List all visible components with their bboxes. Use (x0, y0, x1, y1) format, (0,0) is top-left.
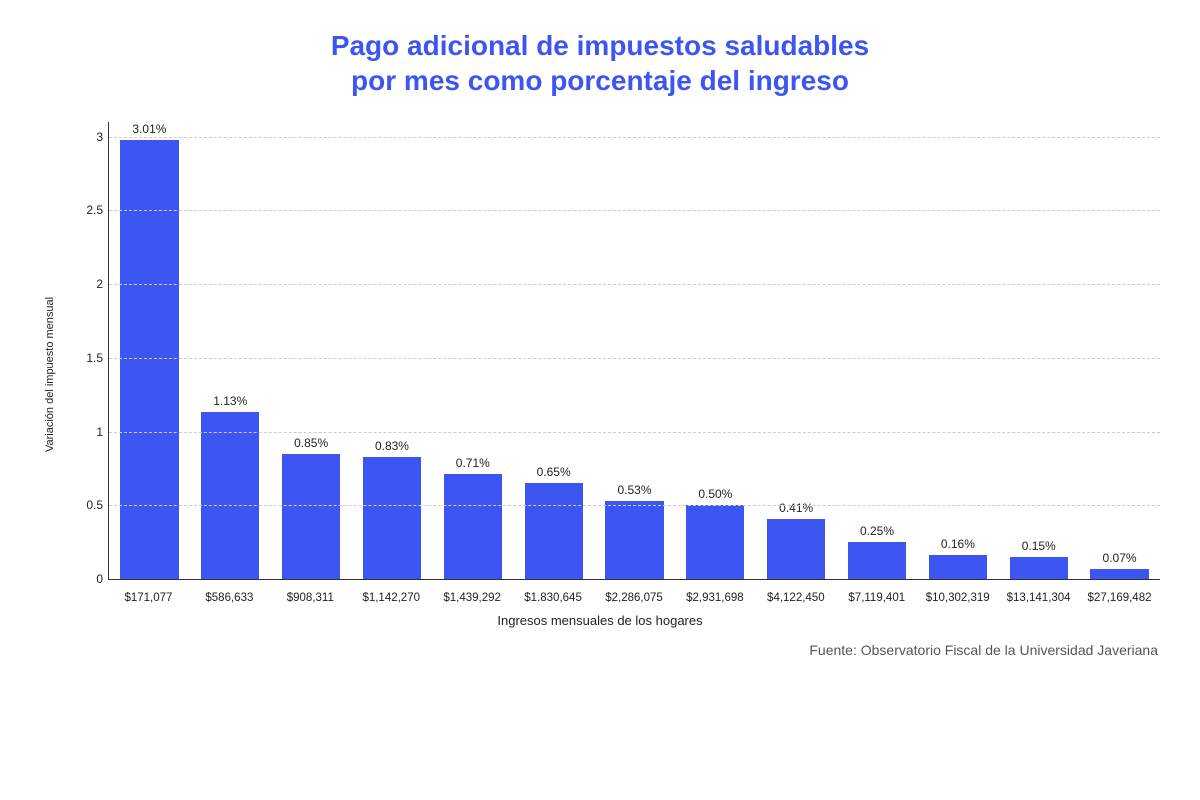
bar (929, 555, 987, 579)
x-tick-label: $1.830,645 (513, 592, 594, 604)
chart-title-line1: Pago adicional de impuestos saludables (331, 30, 869, 61)
y-tick-label: 2.5 (71, 203, 103, 217)
bar (767, 519, 825, 579)
x-tick-label: $7,119,401 (836, 592, 917, 604)
bar-value-label: 0.16% (941, 537, 975, 551)
bar (363, 457, 421, 579)
bar (1090, 569, 1148, 579)
gridline (109, 505, 1160, 506)
bar-value-label: 0.65% (537, 465, 571, 479)
chart-title: Pago adicional de impuestos saludables p… (36, 28, 1164, 98)
bar (201, 412, 259, 579)
gridline (109, 284, 1160, 285)
bar (848, 542, 906, 579)
x-tick-label: $1,439,292 (432, 592, 513, 604)
x-tick-label: $27,169,482 (1079, 592, 1160, 604)
chart-page: Pago adicional de impuestos saludables p… (0, 0, 1200, 800)
bar (686, 505, 744, 579)
x-tick-label: $171,077 (108, 592, 189, 604)
x-tick-label: $1,142,270 (351, 592, 432, 604)
y-tick-label: 1 (71, 425, 103, 439)
bar (120, 140, 178, 579)
bar-value-label: 3.01% (132, 122, 166, 136)
bar-column: 0.50% (675, 122, 756, 579)
bar-value-label: 0.07% (1103, 551, 1137, 565)
bar-value-label: 0.71% (456, 456, 490, 470)
bar (525, 483, 583, 579)
bar-value-label: 1.13% (213, 394, 247, 408)
gridline (109, 137, 1160, 138)
chart-title-line2: por mes como porcentaje del ingreso (351, 65, 849, 96)
x-tick-labels: $171,077$586,633$908,311$1,142,270$1,439… (108, 592, 1160, 604)
bar-column: 3.01% (109, 122, 190, 579)
gridline (109, 432, 1160, 433)
bar-column: 0.25% (837, 122, 918, 579)
y-axis-label: Variación del impuesto mensual (44, 297, 56, 452)
bars-container: 3.01% 1.13% 0.85% 0.83% 0.71% 0.65% 0.53% 0.50%… (109, 122, 1160, 579)
bar-column: 0.71% (432, 122, 513, 579)
x-tick-label: $2,286,075 (594, 592, 675, 604)
bar-value-label: 0.25% (860, 524, 894, 538)
bar-value-label: 0.15% (1022, 539, 1056, 553)
x-tick-label: $13,141,304 (998, 592, 1079, 604)
bar-column: 1.13% (190, 122, 271, 579)
bar-value-label: 0.53% (617, 483, 651, 497)
y-tick-label: 0.5 (71, 498, 103, 512)
chart-source: Fuente: Observatorio Fiscal de la Univer… (809, 642, 1158, 658)
bar-column: 0.85% (271, 122, 352, 579)
y-tick-label: 3 (71, 130, 103, 144)
x-tick-label: $908,311 (270, 592, 351, 604)
x-tick-label: $4,122,450 (755, 592, 836, 604)
plot-area: 3.01% 1.13% 0.85% 0.83% 0.71% 0.65% 0.53% 0.50%… (108, 122, 1160, 580)
gridline (109, 358, 1160, 359)
bar-column: 0.83% (352, 122, 433, 579)
bar-value-label: 0.85% (294, 436, 328, 450)
bar (444, 474, 502, 579)
bar-value-label: 0.41% (779, 501, 813, 515)
bar-column: 0.41% (756, 122, 837, 579)
bar (282, 454, 340, 579)
bar (1010, 557, 1068, 579)
y-tick-label: 1.5 (71, 351, 103, 365)
x-tick-label: $10,302,319 (917, 592, 998, 604)
bar-column: 0.53% (594, 122, 675, 579)
bar-column: 0.15% (998, 122, 1079, 579)
x-tick-label: $2,931,698 (674, 592, 755, 604)
bar-value-label: 0.50% (698, 487, 732, 501)
bar (605, 501, 663, 579)
x-axis-label: Ingresos mensuales de los hogares (36, 613, 1164, 628)
gridline (109, 210, 1160, 211)
y-tick-label: 0 (71, 572, 103, 586)
chart-area: Variación del impuesto mensual 3.01% 1.13… (36, 122, 1164, 662)
y-tick-label: 2 (71, 277, 103, 291)
bar-column: 0.07% (1079, 122, 1160, 579)
bar-value-label: 0.83% (375, 439, 409, 453)
bar-column: 0.65% (513, 122, 594, 579)
x-tick-label: $586,633 (189, 592, 270, 604)
bar-column: 0.16% (917, 122, 998, 579)
